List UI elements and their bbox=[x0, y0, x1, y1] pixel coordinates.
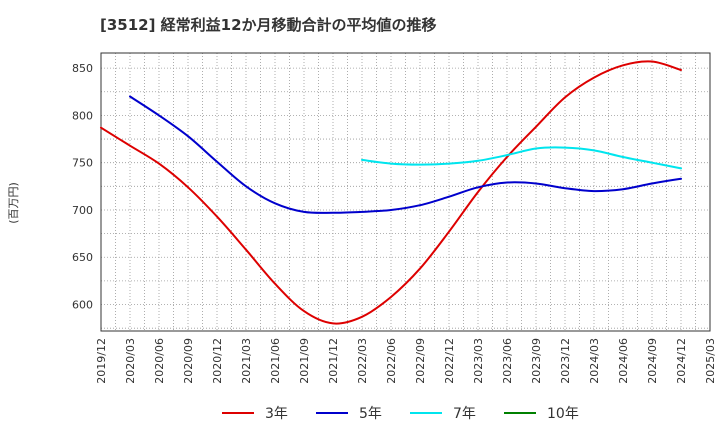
x-tick-label: 2023/03 bbox=[472, 338, 485, 384]
x-tick-label: 2023/09 bbox=[530, 338, 543, 384]
series-layer bbox=[100, 60, 682, 325]
x-ticks: 2019/12 2020/03 2020/06 2020/09 2020/12 2021/… bbox=[95, 338, 717, 384]
x-tick-label: 2022/12 bbox=[443, 338, 456, 384]
x-tick-label: 2024/06 bbox=[617, 338, 630, 384]
x-tick-label: 2020/06 bbox=[153, 338, 166, 384]
y-tick-label: 850 bbox=[72, 62, 93, 75]
x-tick-label: 2021/06 bbox=[269, 338, 282, 384]
x-tick-label: 2020/09 bbox=[182, 338, 195, 384]
y-tick-label: 750 bbox=[72, 157, 93, 170]
series-line-3 bbox=[361, 146, 682, 170]
series-line-2 bbox=[129, 95, 682, 214]
x-tick-label: 2022/06 bbox=[385, 338, 398, 384]
legend-label-2: 5年 bbox=[359, 406, 382, 422]
legend-label-3: 7年 bbox=[453, 406, 476, 422]
x-tick-label: 2024/09 bbox=[646, 338, 659, 384]
x-tick-label: 2021/09 bbox=[298, 338, 311, 384]
legend: 3年 5年 7年 10年 bbox=[222, 406, 579, 422]
x-tick-label: 2024/03 bbox=[588, 338, 601, 384]
x-tick-label: 2021/03 bbox=[240, 338, 253, 384]
y-tick-label: 650 bbox=[72, 251, 93, 264]
y-tick-label: 700 bbox=[72, 204, 93, 217]
x-tick-label: 2025/03 bbox=[704, 338, 717, 384]
legend-label-1: 3年 bbox=[265, 406, 288, 422]
series-line-1 bbox=[100, 60, 682, 325]
x-tick-label: 2020/03 bbox=[124, 338, 137, 384]
x-tick-label: 2022/09 bbox=[414, 338, 427, 384]
x-tick-label: 2019/12 bbox=[95, 338, 108, 384]
x-tick-label: 2024/12 bbox=[675, 338, 688, 384]
chart-title: [3512] 経常利益12か月移動合計の平均値の推移 bbox=[100, 16, 437, 34]
x-tick-label: 2023/12 bbox=[559, 338, 572, 384]
x-tick-label: 2023/06 bbox=[501, 338, 514, 384]
x-tick-label: 2020/12 bbox=[211, 338, 224, 384]
y-tick-label: 800 bbox=[72, 109, 93, 122]
x-tick-label: 2021/12 bbox=[327, 338, 340, 384]
y-axis-label: (百万円) bbox=[7, 182, 20, 224]
y-ticks: 600 650 700 750 800 850 bbox=[72, 62, 93, 311]
plot-frame bbox=[100, 52, 711, 332]
legend-label-4: 10年 bbox=[547, 406, 579, 422]
y-tick-label: 600 bbox=[72, 299, 93, 312]
x-tick-label: 2022/03 bbox=[356, 338, 369, 384]
